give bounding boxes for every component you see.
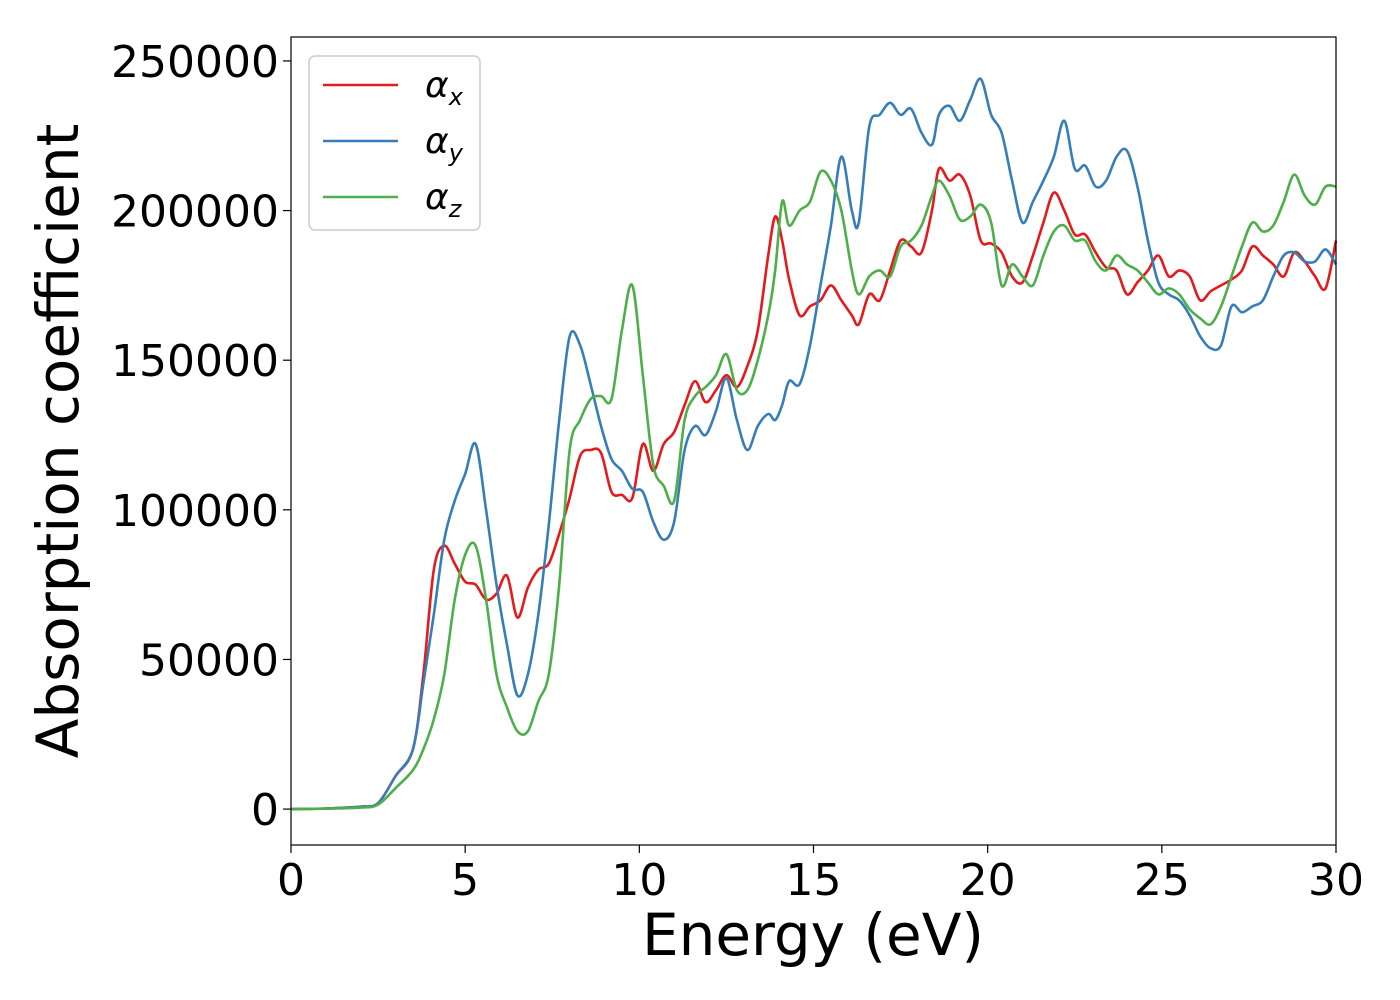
- x-axis-label: Energy (eV): [642, 901, 984, 969]
- x-tick-label: 0: [277, 855, 305, 906]
- series-line-alpha-y: [290, 77, 1338, 811]
- y-tick-label: 0: [251, 785, 279, 836]
- y-tick-label: 100000: [111, 486, 279, 537]
- y-tick-label: 200000: [111, 187, 279, 238]
- y-axis-label: Absorption coefficient: [24, 124, 92, 759]
- series-line-alpha-x: [290, 166, 1338, 811]
- x-tick-label: 10: [611, 855, 667, 906]
- y-tick-label: 150000: [111, 336, 279, 387]
- legend-box: [308, 55, 481, 231]
- x-tick-label: 5: [451, 855, 479, 906]
- x-tick-label: 15: [786, 855, 842, 906]
- y-ticks: 0 50000 100000 150000 200000 250000: [111, 37, 291, 836]
- legend-subscript: z: [448, 195, 463, 223]
- series-group: [290, 77, 1338, 811]
- legend-subscript: x: [448, 83, 464, 111]
- series-line-alpha-z: [290, 169, 1337, 811]
- x-tick-label: 30: [1308, 855, 1364, 906]
- y-tick-label: 250000: [111, 37, 279, 88]
- legend-subscript: y: [448, 139, 464, 167]
- x-tick-label: 25: [1134, 855, 1190, 906]
- x-ticks: 0 5 10 15 20 25 30: [277, 845, 1364, 906]
- x-tick-label: 20: [960, 855, 1016, 906]
- y-tick-label: 50000: [139, 635, 279, 686]
